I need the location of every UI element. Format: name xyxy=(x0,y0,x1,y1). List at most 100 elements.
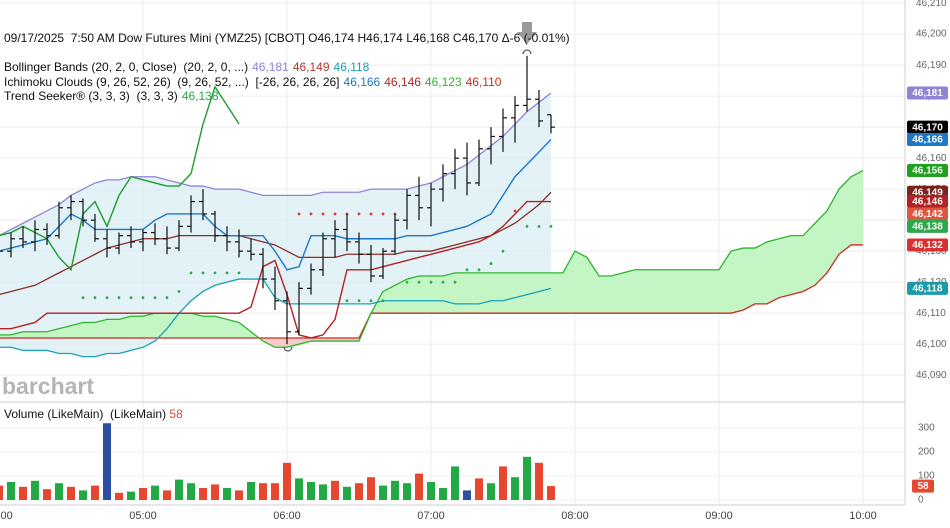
price-badge-label: 46,166 xyxy=(912,135,943,146)
price-badge-label: 46,118 xyxy=(912,284,942,295)
study-value: 46,166 xyxy=(343,74,381,89)
volume-bar xyxy=(127,491,135,500)
cloud xyxy=(82,322,96,339)
trend-seeker-dot xyxy=(117,296,121,300)
y-tick-label: 46,160 xyxy=(916,153,947,164)
study-name: Bollinger Bands (20, 2, 0, Close) (20, 2… xyxy=(4,60,249,74)
cloud xyxy=(574,250,588,314)
trend-seeker-dot xyxy=(501,249,505,253)
trend-seeker-dot xyxy=(381,212,385,216)
trend-seeker-dot xyxy=(237,271,241,275)
lagging-line xyxy=(0,85,240,272)
y-tick-label: 46,190 xyxy=(916,60,947,71)
volume-bar xyxy=(475,478,483,500)
conversion-line xyxy=(0,139,552,271)
volume-bar xyxy=(511,477,519,500)
cloud xyxy=(706,269,720,314)
cloud xyxy=(478,272,492,314)
price-badge xyxy=(907,120,948,134)
cloud xyxy=(610,272,624,314)
volume-bar xyxy=(295,478,303,500)
cloud xyxy=(682,269,696,314)
volume-panel: 58 xyxy=(0,423,934,500)
trend-seeker-dot xyxy=(513,209,517,213)
volume-bar xyxy=(487,483,495,500)
cloud xyxy=(550,272,564,314)
trend-seeker-dot xyxy=(189,271,193,275)
cloud xyxy=(778,235,792,298)
volume-bar xyxy=(283,462,291,500)
volume-bar xyxy=(439,488,447,500)
span-b-line xyxy=(0,244,863,339)
legend-study: Trend Seeker® (3, 3, 3) (3, 3, 3) 46,138 xyxy=(4,89,570,104)
volume-bar xyxy=(31,480,39,500)
cloud xyxy=(838,176,852,255)
volume-bar xyxy=(199,488,207,500)
trend-seeker-dot xyxy=(141,296,145,300)
trend-seeker-dot xyxy=(177,290,181,293)
volume-bar xyxy=(463,490,471,500)
price-badge xyxy=(907,238,948,252)
price-panel: 46,18146,17046,16646,15646,14946,14646,1… xyxy=(0,55,948,358)
y-tick-label: 46,090 xyxy=(916,370,947,381)
price-badge-label: 46,149 xyxy=(912,187,943,198)
volume-bar xyxy=(427,482,435,500)
volume-bar xyxy=(19,486,27,500)
volume-bar xyxy=(211,484,219,500)
trend-seeker-dot xyxy=(453,280,457,284)
price-badge xyxy=(907,281,948,295)
price-badge-label: 46,146 xyxy=(912,197,943,208)
legend-header: 09/17/2025 7:50 AM Dow Futures Mini (YMZ… xyxy=(4,31,570,45)
cloud xyxy=(742,247,756,311)
price-badge xyxy=(907,86,948,100)
volume-bar xyxy=(223,488,231,500)
trend-seeker-dot xyxy=(489,262,493,265)
volume-bar xyxy=(7,482,15,500)
volume-legend: Volume (LikeMain) (LikeMain) 58 xyxy=(4,407,183,421)
volume-bar xyxy=(523,456,531,500)
y-tick-label: 46,110 xyxy=(916,308,946,319)
volume-bar xyxy=(163,490,171,500)
trend-seeker-dot xyxy=(465,268,469,272)
price-badge xyxy=(907,133,948,147)
trend-seeker-dot xyxy=(201,271,205,275)
trend-seeker-dot xyxy=(477,268,481,272)
span-a-line xyxy=(0,169,864,348)
price-badge xyxy=(907,164,948,178)
price-badge-label: 46,132 xyxy=(912,240,943,251)
volume-bar xyxy=(547,486,555,500)
price-badge xyxy=(907,219,948,233)
cloud xyxy=(634,269,648,314)
trend-seeker-dot xyxy=(165,296,169,300)
legend-study: Ichimoku Clouds (9, 26, 52, 26) (9, 26, … xyxy=(4,75,570,90)
cloud xyxy=(190,312,204,339)
y-tick-label: 46,210 xyxy=(916,0,947,9)
price-badge-label: 46,170 xyxy=(912,122,943,133)
volume-bar xyxy=(67,486,75,500)
volume-badge-label: 58 xyxy=(917,481,929,492)
x-tick-label: 04:00 xyxy=(0,510,13,522)
cloud xyxy=(514,272,528,314)
price-badge-label: 46,181 xyxy=(912,88,943,99)
study-value: 46,110 xyxy=(465,74,502,89)
cloud xyxy=(598,275,612,314)
y-tick-label: 46,200 xyxy=(916,29,947,40)
volume-bar xyxy=(355,483,363,500)
x-tick-label: 06:00 xyxy=(273,510,301,522)
cloud xyxy=(850,170,864,246)
price-badge-label: 46,138 xyxy=(912,221,943,232)
x-tick-label: 10:00 xyxy=(849,510,877,522)
cloud xyxy=(694,269,708,314)
volume-bar xyxy=(55,483,63,500)
x-tick-label: 08:00 xyxy=(561,510,589,522)
cloud xyxy=(538,272,552,314)
cloud xyxy=(130,316,144,339)
cloud xyxy=(22,331,36,339)
cloud xyxy=(178,312,192,339)
trend-seeker-dot xyxy=(405,280,409,284)
trend-seeker-dot xyxy=(321,212,325,216)
volume-bar xyxy=(151,485,159,500)
volume-bar xyxy=(235,490,243,500)
cloud xyxy=(622,269,636,314)
volume-bar xyxy=(535,462,543,500)
